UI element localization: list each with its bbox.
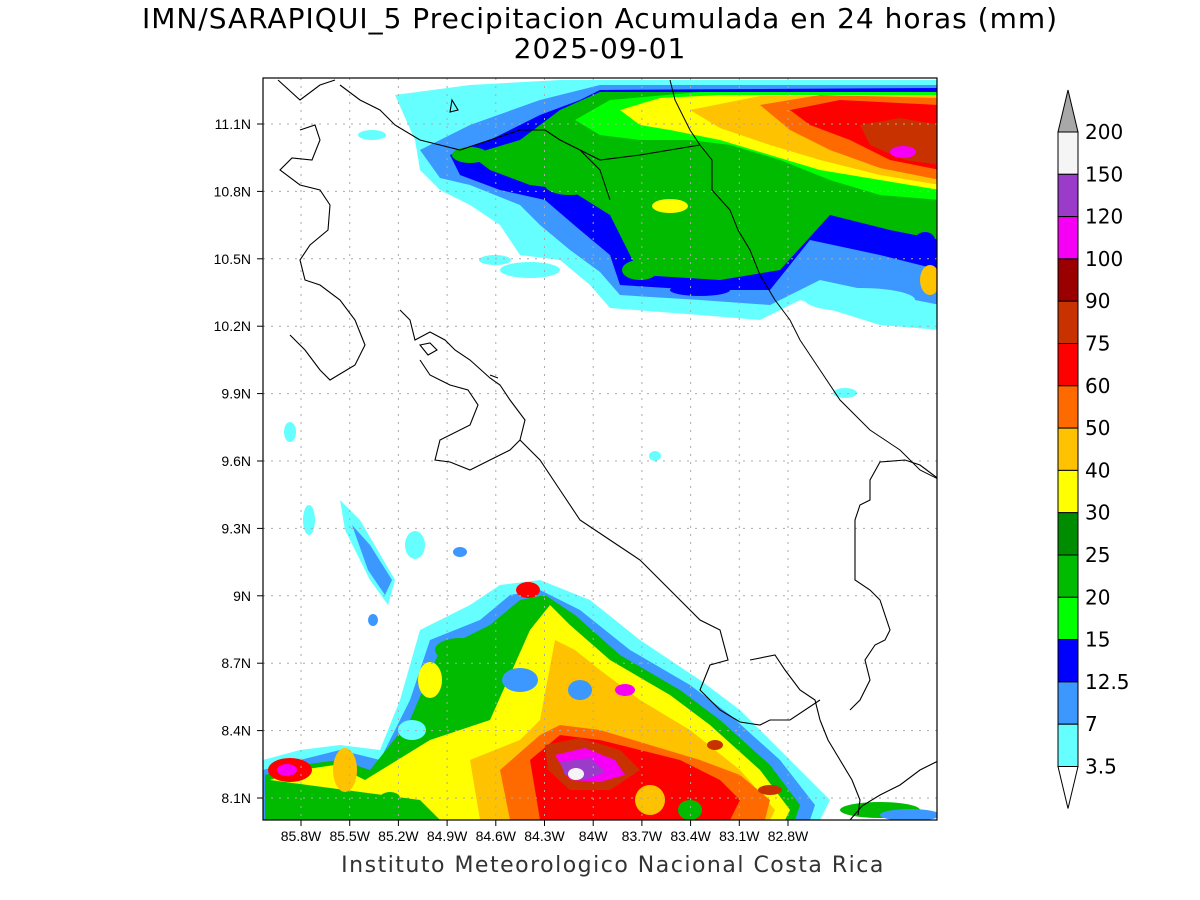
lat-tick-label: 8.1N xyxy=(221,790,251,806)
colorbar-segment xyxy=(1057,385,1079,429)
lon-tick-label: 85.5W xyxy=(329,828,370,844)
lon-tick-label: 84W xyxy=(579,828,609,844)
colorbar-over-triangle xyxy=(1057,89,1079,133)
colorbar-label: 15 xyxy=(1085,628,1110,652)
coastlines xyxy=(277,79,937,820)
colorbar-label: 90 xyxy=(1085,289,1110,313)
colorbar-segment xyxy=(1057,216,1079,260)
colorbar-label: 75 xyxy=(1085,332,1110,356)
colorbar-segment xyxy=(1057,681,1079,725)
lat-tick-label: 9.9N xyxy=(221,386,251,402)
colorbar-label: 30 xyxy=(1085,501,1110,525)
graticule xyxy=(263,78,937,820)
colorbar-label: 50 xyxy=(1085,416,1110,440)
colorbar-segment xyxy=(1057,469,1079,514)
colorbar-label: 60 xyxy=(1085,374,1110,398)
map-title: IMN/SARAPIQUI_5 Precipitacion Acumulada … xyxy=(141,2,1059,35)
lon-tick-label: 83.7W xyxy=(622,828,663,844)
lat-tick-label: 8.7N xyxy=(221,655,251,671)
credit-text: Instituto Meteorologico Nacional Costa R… xyxy=(341,853,885,878)
colorbar-label: 100 xyxy=(1085,247,1123,271)
lat-tick-label: 11.1N xyxy=(215,116,251,132)
plot-frame xyxy=(262,77,938,821)
colorbar-label: 20 xyxy=(1085,585,1110,609)
colorbar-segment xyxy=(1057,258,1079,302)
colorbar-under-triangle xyxy=(1057,766,1079,809)
colorbar-segment xyxy=(1057,554,1079,598)
colorbar-label: 120 xyxy=(1085,205,1123,229)
longitude-axis: 85.8W 85.5W 85.2W 84.9W 84.6W 84.3W 84W 83.7W 83… xyxy=(281,820,809,844)
rain-field-south xyxy=(263,422,937,820)
colorbar: 200 150 120 100 90 75 60 50 40 30 25 20 15 12.5 7 3.5 xyxy=(1057,89,1130,809)
lat-tick-label: 9N xyxy=(233,588,251,604)
lon-tick-label: 84.9W xyxy=(427,828,468,844)
colorbar-label: 12.5 xyxy=(1085,670,1130,694)
lat-tick-label: 9.6N xyxy=(221,453,251,469)
lat-tick-label: 8.4N xyxy=(221,723,251,739)
precipitation-field xyxy=(263,78,937,820)
colorbar-label: 3.5 xyxy=(1085,755,1117,779)
lon-tick-label: 84.3W xyxy=(524,828,565,844)
colorbar-label: 25 xyxy=(1085,543,1110,567)
colorbar-segment xyxy=(1057,300,1079,345)
lat-tick-label: 9.3N xyxy=(221,520,251,536)
colorbar-label: 7 xyxy=(1085,712,1098,736)
lon-tick-label: 85.8W xyxy=(281,828,322,844)
colorbar-segment xyxy=(1057,173,1079,218)
colorbar-segment xyxy=(1057,131,1079,175)
country-border xyxy=(579,79,937,480)
colorbar-label: 150 xyxy=(1085,162,1123,186)
colorbar-segment xyxy=(1057,596,1079,641)
colorbar-segment xyxy=(1057,512,1079,556)
colorbar-label: 200 xyxy=(1085,120,1123,144)
lat-tick-label: 10.5N xyxy=(214,251,251,267)
lon-tick-label: 84.6W xyxy=(476,828,517,844)
lat-tick-label: 10.8N xyxy=(214,183,251,199)
lat-tick-label: 10.2N xyxy=(214,318,251,334)
colorbar-segment xyxy=(1057,343,1079,387)
lon-tick-label: 83.4W xyxy=(670,828,711,844)
map-date: 2025-09-01 xyxy=(513,32,687,65)
lon-tick-label: 83.1W xyxy=(719,828,760,844)
rain-field-north xyxy=(358,80,937,398)
colorbar-segment xyxy=(1057,427,1079,471)
colorbar-label: 40 xyxy=(1085,458,1110,482)
lon-tick-label: 82.8W xyxy=(768,828,809,844)
latitude-axis: 11.1N 10.8N 10.5N 10.2N 9.9N 9.6N 9.3N 9N 8.7N 8.… xyxy=(214,116,263,806)
colorbar-segment xyxy=(1057,723,1079,768)
lon-tick-label: 85.2W xyxy=(378,828,419,844)
colorbar-segment xyxy=(1057,639,1079,683)
